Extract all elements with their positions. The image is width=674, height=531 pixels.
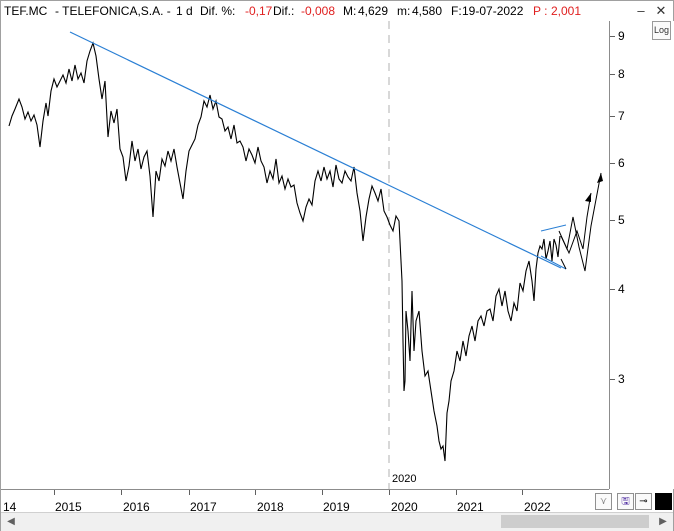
y-label: 9	[618, 29, 625, 43]
close-button[interactable]: ✕	[655, 3, 667, 18]
price-chart-area[interactable]: 2020	[1, 21, 609, 489]
projection-start	[560, 258, 567, 270]
cursor-date-label: 2020	[392, 473, 417, 485]
y-tick	[610, 220, 615, 221]
projection-arrowhead-2	[585, 193, 591, 202]
chart-toolbar: ⋎ 🖫 ⊸	[591, 491, 673, 511]
y-label: 8	[618, 67, 625, 81]
x-label: 2020	[391, 500, 418, 514]
minimize-button[interactable]: –	[637, 3, 645, 18]
projection-arrowhead	[597, 173, 603, 183]
x-tick	[121, 490, 122, 495]
x-tick	[54, 490, 55, 495]
x-label: 2021	[457, 500, 484, 514]
projection-arrow-2[interactable]	[560, 192, 592, 255]
save-button[interactable]: 🖫	[617, 493, 634, 510]
collapse-button[interactable]: ⋎	[595, 493, 612, 510]
y-axis: 9 8 7 6 5 4 3	[609, 21, 674, 489]
date-value: 19-07-2022	[462, 4, 524, 18]
dif-pct-label: Dif. %:	[200, 4, 236, 18]
price-series	[8, 41, 561, 462]
color-swatch-button[interactable]	[655, 493, 672, 510]
x-label: 2015	[55, 500, 82, 514]
x-label: 2016	[123, 500, 150, 514]
y-label: 5	[618, 213, 625, 227]
period-label: 1 d	[176, 4, 193, 18]
channel-upper-line[interactable]	[540, 224, 567, 232]
dif-label: Dif.:	[273, 4, 295, 18]
x-tick	[389, 490, 390, 495]
dif-value: -0,008	[301, 4, 336, 18]
x-tick	[322, 490, 323, 495]
x-tick	[522, 490, 523, 495]
min-value: 4,580	[412, 4, 443, 18]
x-label: 2018	[257, 500, 284, 514]
x-tick	[189, 490, 190, 495]
title-bar: TEF.MC - TELEFONICA,S.A. - 1 d Dif. %: -…	[1, 1, 673, 21]
min-label: m:	[397, 4, 411, 18]
y-label: 7	[618, 109, 625, 123]
date-label: F:	[451, 4, 462, 18]
max-label: M:	[343, 4, 357, 18]
symbol-label: TEF.MC	[4, 4, 48, 18]
price-label: P :	[533, 4, 548, 18]
y-tick	[610, 163, 615, 164]
y-tick	[610, 74, 615, 75]
y-label: 4	[618, 282, 625, 296]
y-label: 6	[618, 156, 625, 170]
long-term-trendline[interactable]	[69, 31, 562, 269]
dif-pct-value: -0,17	[245, 4, 273, 18]
price-value: 2,001	[551, 4, 582, 18]
company-name: - TELEFONICA,S.A. -	[55, 4, 171, 18]
max-value: 4,629	[358, 4, 389, 18]
projection-arrows[interactable]	[558, 172, 602, 272]
x-label: 2017	[190, 500, 217, 514]
scroll-thumb[interactable]	[501, 515, 649, 528]
x-tick	[456, 490, 457, 495]
horizontal-scrollbar[interactable]: ◀ ▶	[1, 512, 673, 531]
x-tick	[255, 490, 256, 495]
price-chart	[8, 21, 603, 489]
y-tick	[610, 379, 615, 380]
y-label: 3	[618, 372, 625, 386]
y-tick	[610, 289, 615, 290]
x-label: 2019	[323, 500, 350, 514]
y-tick	[610, 36, 615, 37]
x-axis: 14 2015 2016 2017 2018 2019 2020 2021 20…	[1, 489, 609, 514]
y-tick	[610, 116, 615, 117]
scroll-right-icon[interactable]: ▶	[659, 516, 667, 527]
log-scale-button[interactable]: Log	[652, 21, 671, 40]
channel-lower-line[interactable]	[540, 255, 567, 270]
x-label: 2022	[524, 500, 551, 514]
scroll-left-icon[interactable]: ◀	[7, 516, 15, 527]
x-label: 14	[3, 500, 17, 514]
pin-button[interactable]: ⊸	[635, 493, 652, 510]
